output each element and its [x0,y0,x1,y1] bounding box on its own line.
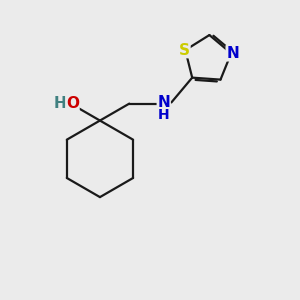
Text: N: N [226,46,239,61]
Text: N: N [157,95,170,110]
Text: H: H [158,108,170,122]
Text: H: H [53,96,66,111]
Text: S: S [179,43,190,58]
Text: O: O [66,96,79,111]
